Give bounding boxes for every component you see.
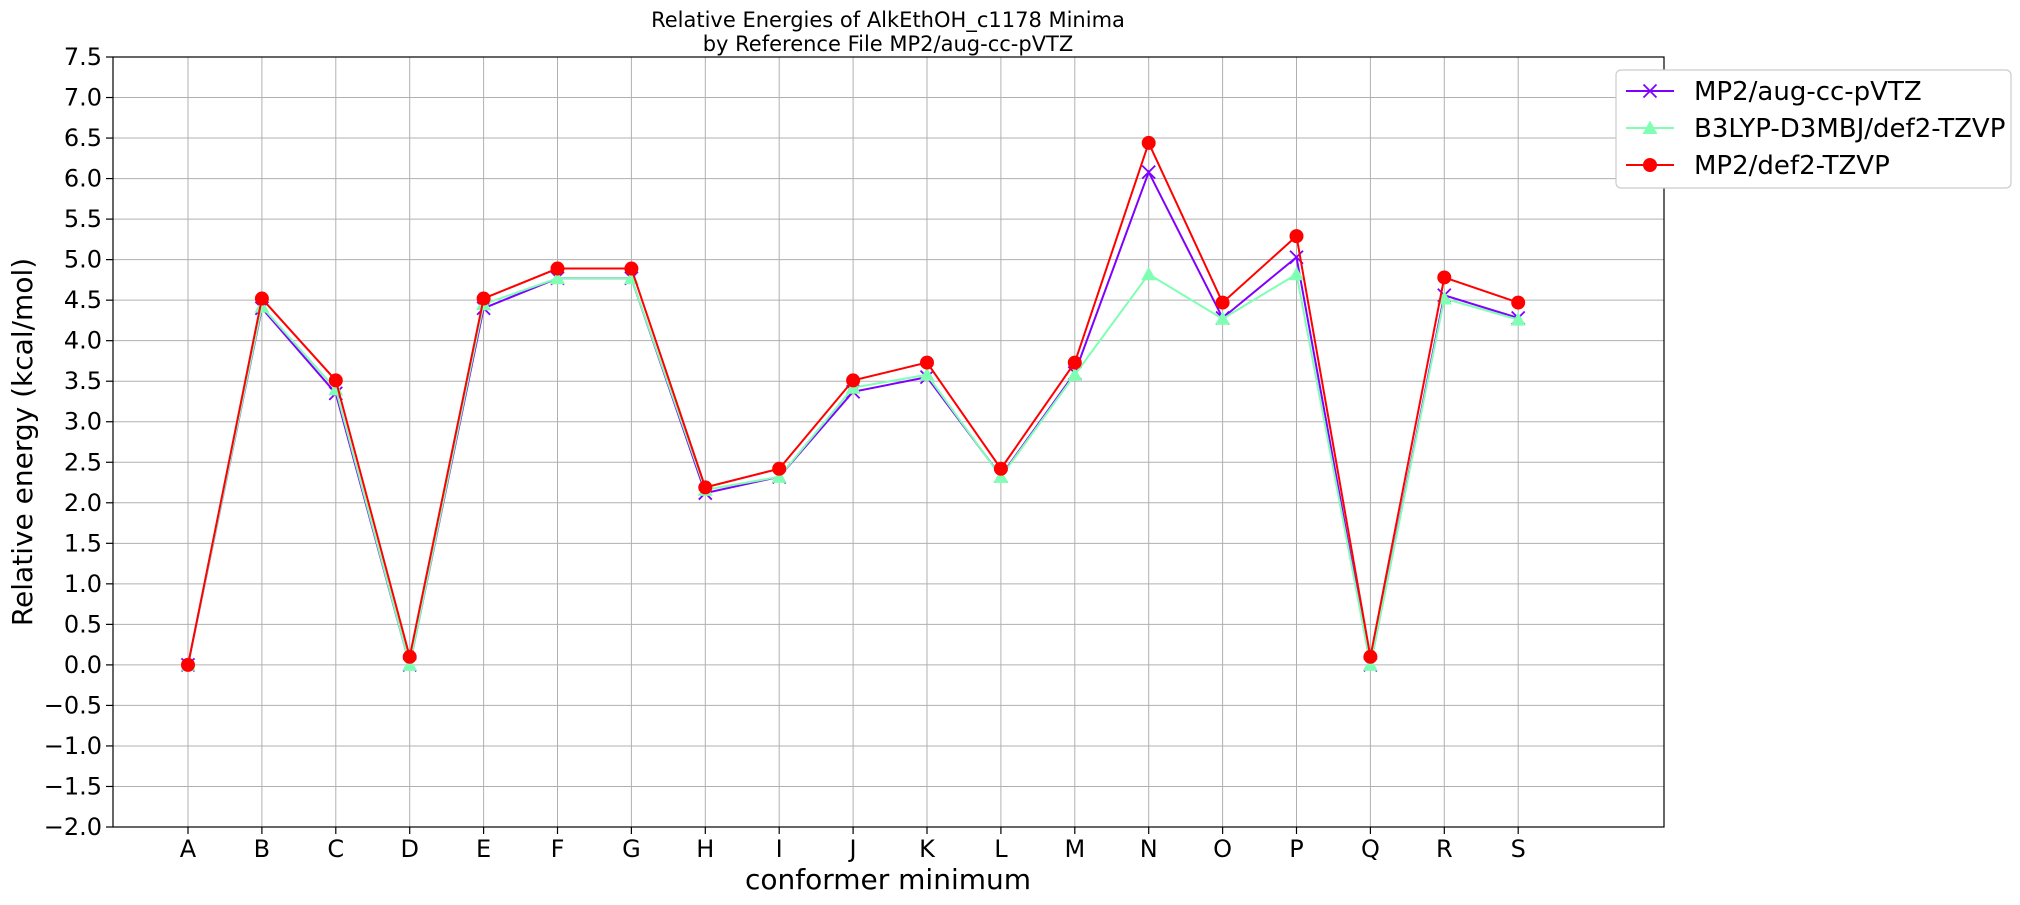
data-point bbox=[1642, 83, 1658, 99]
x-tick-label: M bbox=[1064, 835, 1085, 863]
y-tick-label: 3.5 bbox=[64, 367, 102, 395]
y-tick-label: −0.5 bbox=[44, 691, 102, 719]
data-point bbox=[550, 270, 565, 285]
x-axis-label: conformer minimum bbox=[745, 863, 1031, 896]
data-point bbox=[1642, 120, 1658, 134]
x-tick-label: C bbox=[327, 835, 344, 863]
y-tick-label: 1.0 bbox=[64, 570, 102, 598]
data-point bbox=[624, 261, 639, 276]
data-point bbox=[1643, 158, 1657, 172]
y-tick-label: 7.5 bbox=[64, 43, 102, 71]
y-tick-label: 5.0 bbox=[64, 246, 102, 274]
legend-item: MP2/aug-cc-pVTZ bbox=[1626, 77, 1922, 107]
data-point bbox=[771, 469, 787, 483]
x-tick-label: G bbox=[622, 835, 641, 863]
data-point bbox=[1067, 355, 1082, 370]
x-tick-label: E bbox=[476, 835, 491, 863]
data-point bbox=[181, 657, 195, 672]
y-tick-label: 2.0 bbox=[64, 489, 102, 517]
legend-box bbox=[1615, 69, 2012, 189]
data-point bbox=[993, 461, 1008, 476]
legend-label: B3LYP-D3MBJ/def2-TZVP bbox=[1694, 114, 2005, 144]
data-point bbox=[1510, 312, 1526, 326]
data-point bbox=[1362, 657, 1378, 671]
series-2 bbox=[181, 135, 1526, 672]
y-tick-label: 5.5 bbox=[64, 205, 102, 233]
y-tick-label: 6.0 bbox=[64, 165, 102, 193]
grid-lines bbox=[113, 56, 1664, 828]
y-tick-label: 0.0 bbox=[64, 651, 102, 679]
data-point bbox=[1437, 270, 1452, 285]
data-point bbox=[476, 291, 491, 306]
data-point bbox=[1215, 311, 1231, 325]
y-axis-label: Relative energy (kcal/mol) bbox=[6, 258, 39, 626]
x-tick-label: N bbox=[1140, 835, 1158, 863]
y-tick-label: 0.5 bbox=[64, 610, 102, 638]
legend: MP2/aug-cc-pVTZ B3LYP-D3MBJ/def2-TZVP MP2/… bbox=[1615, 69, 2012, 189]
y-tick-label: 1.5 bbox=[64, 529, 102, 557]
data-point bbox=[1363, 649, 1378, 664]
data-point bbox=[993, 469, 1009, 483]
x-tick-label: A bbox=[180, 835, 197, 863]
data-point bbox=[846, 373, 861, 388]
data-point bbox=[1067, 367, 1083, 381]
legend-item: B3LYP-D3MBJ/def2-TZVP bbox=[1626, 114, 2005, 144]
x-tick-label: S bbox=[1511, 835, 1526, 863]
x-tick-label: J bbox=[848, 835, 857, 863]
legend-item: MP2/def2-TZVP bbox=[1626, 151, 1890, 181]
data-point bbox=[402, 657, 418, 671]
legend-label: MP2/def2-TZVP bbox=[1694, 151, 1890, 181]
series-layer bbox=[180, 135, 1526, 673]
data-point bbox=[919, 367, 935, 381]
y-tick-label: −1.0 bbox=[44, 732, 102, 760]
x-tick-label: Q bbox=[1361, 835, 1380, 863]
plot-frame bbox=[112, 56, 1665, 828]
data-point bbox=[698, 480, 713, 495]
x-axis-ticks: A B C D E F G H I J K L M N O P Q R S bbox=[180, 827, 1526, 863]
y-tick-label: 4.0 bbox=[64, 327, 102, 355]
data-point bbox=[402, 649, 417, 664]
y-tick-label: −1.5 bbox=[44, 772, 102, 800]
x-tick-label: I bbox=[776, 835, 783, 863]
y-tick-label: 7.0 bbox=[64, 84, 102, 112]
data-point bbox=[254, 291, 269, 306]
y-tick-label: −2.0 bbox=[44, 813, 102, 841]
x-tick-label: O bbox=[1213, 835, 1232, 863]
data-point bbox=[1215, 295, 1230, 310]
x-tick-label: B bbox=[254, 835, 270, 863]
data-point bbox=[1511, 295, 1526, 310]
data-point bbox=[1289, 266, 1304, 281]
y-tick-label: 2.5 bbox=[64, 448, 102, 476]
x-tick-label: H bbox=[696, 835, 714, 863]
x-tick-label: R bbox=[1436, 835, 1453, 863]
legend-label: MP2/aug-cc-pVTZ bbox=[1694, 77, 1922, 107]
x-tick-label: F bbox=[551, 835, 565, 863]
data-point bbox=[772, 461, 787, 476]
series-1 bbox=[180, 266, 1526, 671]
data-point bbox=[920, 355, 934, 370]
x-tick-label: D bbox=[400, 835, 418, 863]
y-tick-label: 4.5 bbox=[64, 286, 102, 314]
x-tick-label: K bbox=[919, 835, 936, 863]
data-point bbox=[1289, 229, 1304, 244]
chart-title: Relative Energies of AlkEthOH_c1178 Mini… bbox=[651, 8, 1125, 33]
y-tick-label: 6.5 bbox=[64, 124, 102, 152]
data-point bbox=[1141, 135, 1156, 150]
x-tick-label: P bbox=[1289, 835, 1303, 863]
data-point bbox=[1141, 266, 1157, 281]
data-point bbox=[328, 373, 343, 388]
data-point bbox=[1141, 164, 1156, 180]
x-tick-label: L bbox=[994, 835, 1008, 863]
y-axis-ticks: 7.5 7.0 6.5 6.0 5.5 5.0 4.5 4.0 3.5 3.0 2.5 2.0 1.5 1… bbox=[44, 43, 113, 841]
chart-subtitle: by Reference File MP2/aug-cc-pVTZ bbox=[703, 32, 1074, 56]
data-point bbox=[254, 299, 270, 313]
y-tick-label: 3.0 bbox=[64, 408, 102, 436]
data-point bbox=[550, 261, 565, 276]
